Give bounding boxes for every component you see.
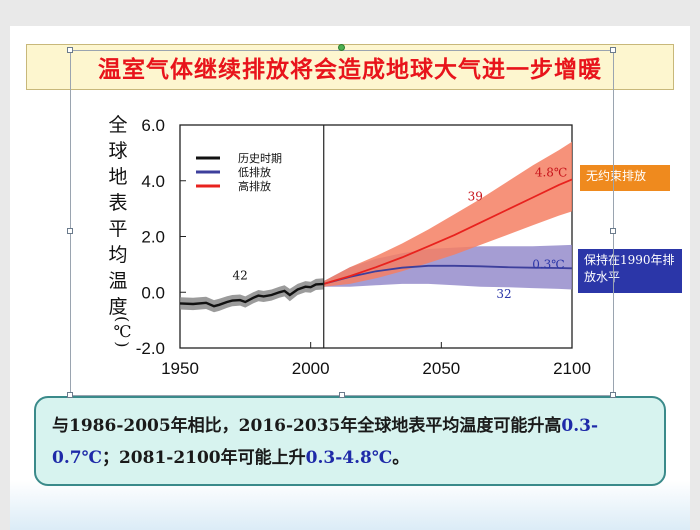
high-emission-series-line: [323, 178, 573, 285]
x-tick-label: 2100: [553, 359, 591, 378]
rotate-handle[interactable]: [338, 44, 345, 51]
summary-range-long-term: 0.3-4.8℃: [305, 448, 393, 468]
summary-box[interactable]: 与1986-2005年相比，2016-2035年全球地表平均温度可能升高0.3-…: [34, 396, 666, 486]
slide-background-wave: [10, 480, 690, 530]
y-tick-label: 0.0: [141, 283, 165, 302]
annotation-high-emission-models: 39: [468, 189, 483, 203]
x-tick-label: 1950: [161, 359, 199, 378]
x-tick-label: 2050: [422, 359, 460, 378]
historical-uncertainty-band: [180, 278, 324, 313]
callout-1990-emission-level[interactable]: 保持在1990年排放水平: [578, 249, 682, 293]
high-emission-uncertainty-band: [323, 141, 572, 287]
chart-ylabel: 全球地表平均温度: [108, 114, 128, 318]
y-tick-label: 2.0: [141, 228, 165, 247]
resize-handle-top-left[interactable]: [67, 47, 73, 53]
summary-range-near-term: 0.3-0.7℃: [52, 416, 599, 468]
y-tick-label: 6.0: [141, 116, 165, 135]
chart-ylabel-unit: (℃): [113, 316, 132, 348]
plot-area: [179, 124, 573, 349]
legend-high-emission-label: 高排放: [238, 179, 271, 193]
low-emission-uncertainty-band: [323, 244, 572, 290]
slide-title: 温室气体继续排放将会造成地球大气进一步增暖: [98, 56, 602, 83]
title-banner[interactable]: 温室气体继续排放将会造成地球大气进一步增暖: [26, 44, 674, 90]
selection-frame-left: [70, 50, 71, 396]
summary-text-part3: 。: [392, 448, 410, 468]
resize-handle-bottom-left[interactable]: [67, 392, 73, 398]
annotation-low-end-value: 0.3℃: [532, 258, 565, 272]
y-tick-label: 4.0: [141, 172, 165, 191]
legend-historical-label: 历史时期: [238, 152, 282, 165]
resize-handle-middle-right[interactable]: [610, 228, 616, 234]
resize-handle-middle-left[interactable]: [67, 228, 73, 234]
resize-handle-top-right[interactable]: [610, 47, 616, 53]
summary-text-part1: 与1986-2005年相比，2016-2035年全球地表平均温度可能升高: [52, 416, 562, 436]
resize-handle-bottom-right[interactable]: [610, 392, 616, 398]
legend-low-emission-label: 低排放: [238, 165, 271, 179]
historical-series-line: [179, 282, 324, 308]
y-tick-label: -2.0: [136, 339, 165, 358]
summary-text-part2: ；2081-2100年可能上升: [101, 448, 306, 468]
selection-frame-right: [613, 50, 614, 396]
x-tick-label: 2000: [292, 359, 330, 378]
annotation-low-emission-models: 32: [496, 287, 511, 301]
resize-handle-bottom-middle[interactable]: [339, 392, 345, 398]
callout-unconstrained-emissions[interactable]: 无约束排放: [580, 165, 670, 191]
low-emission-series-line: [323, 264, 573, 285]
annotation-high-end-value: 4.8℃: [535, 166, 568, 180]
annotation-historical-models: 42: [232, 269, 247, 283]
